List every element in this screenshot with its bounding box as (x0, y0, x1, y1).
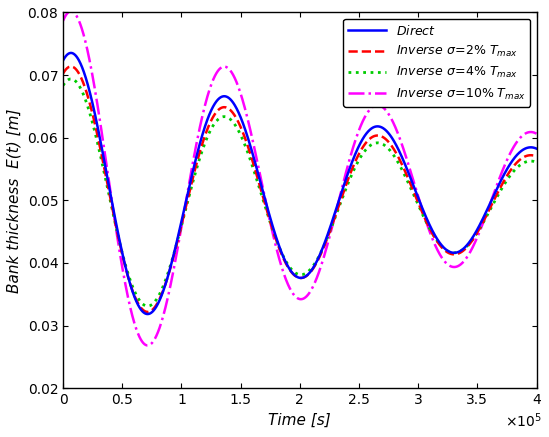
Line: $\it{Inverse}$ $\sigma\!=\!2\%$ $T_{max}$: $\it{Inverse}$ $\sigma\!=\!2\%$ $T_{max}… (63, 66, 536, 312)
$\it{Inverse}$ $\sigma\!=\!4\%$ $T_{max}$ (68, 76, 74, 82)
Legend: $\it{Direct}$, $\it{Inverse}$ $\sigma\!=\!2\%$ $T_{max}$, $\it{Inverse}$ $\sigma: $\it{Direct}$, $\it{Inverse}$ $\sigma\!=… (343, 19, 530, 107)
Line: $\it{Inverse}$ $\sigma\!=\!4\%$ $T_{max}$: $\it{Inverse}$ $\sigma\!=\!4\%$ $T_{max}… (63, 79, 536, 306)
$\it{Direct}$ (146, 311, 153, 316)
$\it{Inverse}$ $\sigma\!=\!2\%$ $T_{max}$ (449, 252, 456, 257)
$\it{Inverse}$ $\sigma\!=\!4\%$ $T_{max}$ (146, 303, 153, 309)
X-axis label: Time [s]: Time [s] (268, 413, 331, 427)
$\it{Direct}$ (144, 312, 151, 317)
$\it{Inverse}$ $\sigma\!=\!4\%$ $T_{max}$ (344, 183, 350, 188)
Line: $\it{Direct}$: $\it{Direct}$ (63, 53, 536, 314)
$\it{Inverse}$ $\sigma\!=\!2\%$ $T_{max}$ (146, 309, 153, 314)
$\it{Inverse}$ $\sigma\!=\!2\%$ $T_{max}$ (68, 64, 74, 69)
$\it{Inverse}$ $\sigma\!=\!10\%$ $T_{max}$ (60, 18, 66, 23)
Y-axis label: Bank thickness  E(t) [m]: Bank thickness E(t) [m] (7, 108, 22, 292)
$\it{Inverse}$ $\sigma\!=\!4\%$ $T_{max}$ (533, 160, 540, 165)
$\it{Inverse}$ $\sigma\!=\!10\%$ $T_{max}$ (449, 264, 456, 270)
$\it{Inverse}$ $\sigma\!=\!2\%$ $T_{max}$ (144, 309, 151, 315)
$\it{Inverse}$ $\sigma\!=\!10\%$ $T_{max}$ (144, 343, 151, 348)
$\it{Inverse}$ $\sigma\!=\!2\%$ $T_{max}$ (533, 154, 540, 159)
$\it{Direct}$ (413, 191, 420, 196)
$\it{Inverse}$ $\sigma\!=\!10\%$ $T_{max}$ (241, 103, 248, 108)
$\it{Inverse}$ $\sigma\!=\!2\%$ $T_{max}$ (344, 179, 350, 184)
Text: $\times10^5$: $\times10^5$ (505, 412, 542, 430)
$\it{Inverse}$ $\sigma\!=\!10\%$ $T_{max}$ (344, 165, 350, 170)
$\it{Inverse}$ $\sigma\!=\!10\%$ $T_{max}$ (368, 106, 374, 111)
$\it{Inverse}$ $\sigma\!=\!10\%$ $T_{max}$ (533, 131, 540, 136)
$\it{Inverse}$ $\sigma\!=\!2\%$ $T_{max}$ (241, 133, 248, 139)
$\it{Inverse}$ $\sigma\!=\!10\%$ $T_{max}$ (146, 343, 153, 348)
$\it{Inverse}$ $\sigma\!=\!4\%$ $T_{max}$ (413, 199, 420, 204)
$\it{Direct}$ (449, 250, 456, 255)
$\it{Inverse}$ $\sigma\!=\!4\%$ $T_{max}$ (144, 304, 151, 309)
$\it{Direct}$ (241, 124, 248, 129)
$\it{Direct}$ (368, 126, 374, 132)
$\it{Direct}$ (68, 50, 74, 55)
$\it{Inverse}$ $\sigma\!=\!10\%$ $T_{max}$ (68, 9, 74, 14)
$\it{Inverse}$ $\sigma\!=\!4\%$ $T_{max}$ (368, 142, 374, 148)
$\it{Inverse}$ $\sigma\!=\!2\%$ $T_{max}$ (413, 196, 420, 201)
$\it{Direct}$ (533, 146, 540, 151)
$\it{Direct}$ (344, 173, 350, 178)
$\it{Inverse}$ $\sigma\!=\!2\%$ $T_{max}$ (60, 71, 66, 76)
$\it{Inverse}$ $\sigma\!=\!4\%$ $T_{max}$ (60, 83, 66, 88)
$\it{Inverse}$ $\sigma\!=\!2\%$ $T_{max}$ (368, 135, 374, 140)
$\it{Inverse}$ $\sigma\!=\!10\%$ $T_{max}$ (413, 188, 420, 194)
$\it{Inverse}$ $\sigma\!=\!4\%$ $T_{max}$ (241, 140, 248, 146)
Line: $\it{Inverse}$ $\sigma\!=\!10\%$ $T_{max}$: $\it{Inverse}$ $\sigma\!=\!10\%$ $T_{max… (63, 11, 536, 345)
$\it{Inverse}$ $\sigma\!=\!4\%$ $T_{max}$ (449, 250, 456, 255)
$\it{Direct}$ (60, 58, 66, 63)
